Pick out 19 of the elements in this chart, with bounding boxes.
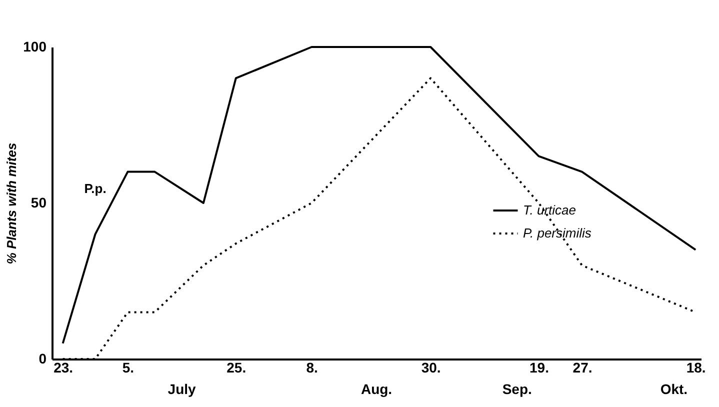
annotation: P.p. — [84, 181, 106, 196]
y-axis-title: % Plants with mites — [4, 142, 20, 264]
legend-label: T. urticae — [523, 202, 576, 218]
x2-tick-label: Aug. — [360, 381, 392, 397]
x2-tick-label: Okt. — [660, 381, 688, 397]
x-tick-label: 8. — [306, 360, 318, 376]
x-tick-label: 25. — [226, 360, 246, 376]
x-tick-label: 23. — [54, 360, 74, 376]
x-tick-label: 27. — [572, 360, 592, 376]
legend-label: P. persimilis — [523, 226, 592, 240]
y-tick-label: 0 — [38, 350, 47, 366]
x2-tick-label: Sep. — [502, 381, 532, 397]
y-tick-label: 50 — [30, 194, 47, 210]
x2-tick-label: July — [168, 381, 196, 397]
x-tick-label: 18. — [686, 360, 706, 376]
y-tick-label: 100 — [23, 38, 47, 54]
x-tick-label: 5. — [122, 360, 134, 376]
x-tick-label: 30. — [421, 360, 441, 376]
x-tick-label: 19. — [530, 360, 549, 376]
